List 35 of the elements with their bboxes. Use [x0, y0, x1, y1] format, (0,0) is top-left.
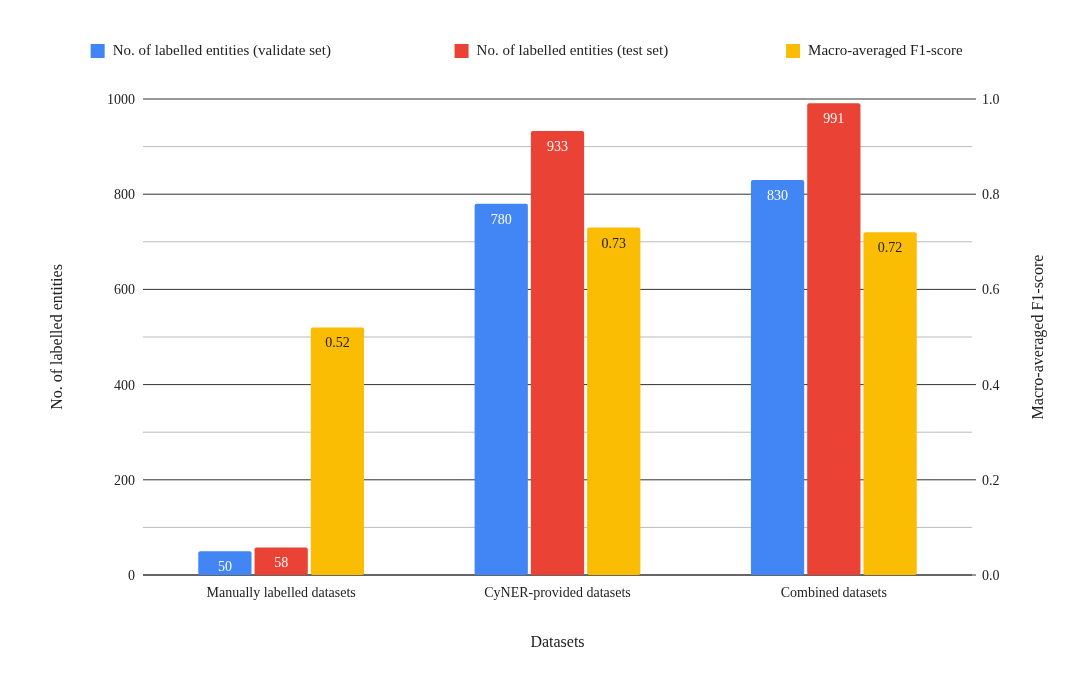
data-label: 830: [767, 187, 789, 203]
bar: [310, 327, 365, 575]
y-tick-label: 0: [128, 567, 135, 583]
x-tick-label: CyNER-provided datasets: [484, 585, 631, 600]
bar: [198, 551, 252, 575]
bar: [474, 203, 528, 575]
y2-tick-label: 0.6: [982, 282, 1000, 298]
y-tick-label: 1000: [107, 91, 135, 107]
data-label: 991: [823, 111, 845, 127]
y2-axis-title: Macro-averaged F1-score: [1029, 254, 1047, 420]
data-label: 933: [547, 138, 568, 154]
bar: [254, 547, 308, 575]
y2-tick-label: 0.2: [982, 472, 1000, 488]
y2-tick-label: 0.8: [982, 187, 1000, 203]
bar: [750, 179, 805, 575]
data-label: 0.73: [601, 235, 627, 251]
x-tick-label: Combined datasets: [780, 585, 887, 600]
data-label: 0.72: [877, 240, 903, 256]
y2-tick-label: 1.0: [982, 91, 1000, 107]
data-label: 58: [274, 555, 289, 571]
legend-label: No. of labelled entities (validate set): [112, 42, 331, 59]
y-tick-label: 200: [114, 472, 135, 488]
y-axis-title: No. of labelled entities: [48, 264, 65, 410]
y-tick-label: 600: [114, 282, 135, 298]
legend-label: Macro-averaged F1-score: [808, 42, 963, 58]
y-tick-label: 400: [114, 377, 135, 393]
x-axis-title: Datasets: [530, 633, 585, 650]
data-label: 50: [217, 559, 232, 575]
y2-tick-label: 0.4: [982, 377, 1000, 393]
y2-tick-label: 0.0: [982, 567, 1000, 583]
x-tick-label: Manually labelled datasets: [206, 585, 356, 600]
data-label: 0.52: [325, 335, 350, 351]
data-label: 780: [490, 211, 512, 227]
y-tick-label: 800: [114, 187, 135, 203]
legend-label: No. of labelled entities (test set): [476, 42, 669, 59]
